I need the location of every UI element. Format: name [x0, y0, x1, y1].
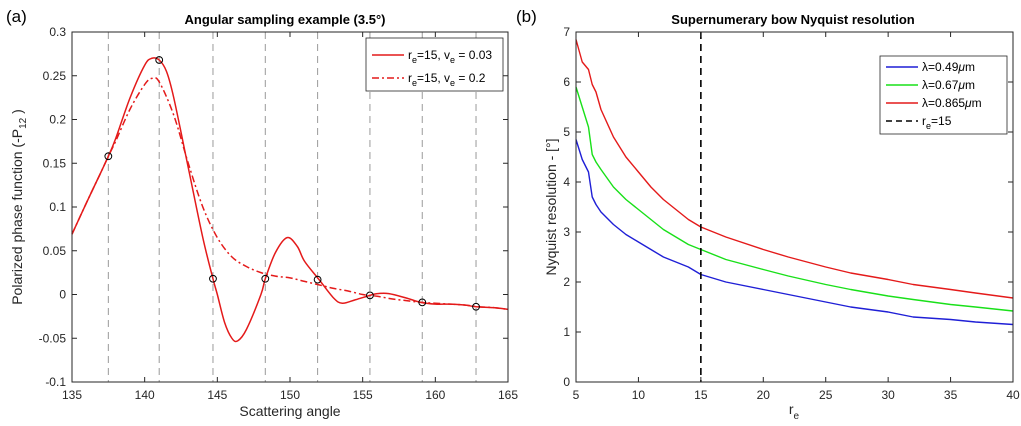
series-ve-0.03-line [71, 57, 509, 343]
panel-b-legend: λ=0.49μm λ=0.67μm λ=0.865μm re=15 [879, 55, 1008, 135]
panel-a-sampling-lines [107, 32, 477, 382]
panel-a-y-tick-label: -0.1 [45, 375, 66, 389]
panel-a-x-axis-label: Scattering angle [239, 403, 340, 419]
panel-b-x-tick-label: 10 [632, 388, 646, 402]
panel-b-y-tick-label: 7 [563, 25, 570, 39]
panel-a-x-tick-label: 150 [280, 388, 300, 402]
sample-point-marker [104, 152, 113, 161]
panel-b-x-tick-label: 40 [1006, 388, 1020, 402]
panel-a-x-tick-label: 165 [498, 388, 518, 402]
legend-label-0.865: λ=0.865μm [922, 96, 982, 110]
panel-a-y-axis-label-end: ) [9, 109, 25, 118]
panel-b: (b) Supernumerary bow Nyquist resolution… [516, 7, 1020, 422]
panel-b-series [575, 39, 1014, 326]
panel-b-x-axis-label: re [789, 401, 800, 422]
panel-b-x-tick-label: 35 [944, 388, 958, 402]
panel-a-markers [104, 56, 480, 311]
series-0.67um-line [575, 86, 1014, 312]
panel-a-legend: re=15, ve = 0.03 re=15, ve = 0.2 [365, 37, 504, 92]
legend-label-ve-0.2: re=15, ve = 0.2 [408, 71, 486, 88]
panel-a-series [71, 57, 509, 343]
panel-a-y-tick-label: 0.15 [43, 156, 67, 170]
panel-a-y-tick-label: 0.2 [49, 113, 66, 127]
panel-b-x-tick-label: 15 [694, 388, 708, 402]
sample-point-marker [366, 291, 374, 300]
sample-point-marker [418, 298, 427, 307]
sample-point-marker [472, 302, 480, 311]
panel-b-y-tick-label: 4 [563, 175, 570, 189]
panel-a: (a) Angular sampling example (3.5°) 135 1… [6, 7, 518, 419]
panel-b-y-tick-label: 1 [563, 325, 570, 339]
panel-a-x-tick-label: 160 [425, 388, 445, 402]
panel-a-y-ticks: -0.1 -0.05 0 0.05 0.1 0.15 0.2 0.25 0.3 [39, 25, 508, 389]
panel-a-x-tick-label: 140 [135, 388, 155, 402]
sample-point-marker [261, 274, 270, 283]
panel-a-x-tick-label: 135 [62, 388, 82, 402]
panel-b-x-tick-label: 30 [881, 388, 895, 402]
legend-label-0.67: λ=0.67μm [922, 78, 975, 92]
panel-a-y-axis-label-main: Polarized phase function (-P [9, 129, 25, 305]
sample-point-marker [209, 274, 217, 283]
panel-b-x-ticks: 5 10 15 20 25 30 35 40 [573, 32, 1020, 402]
panel-a-y-tick-label: 0.05 [43, 244, 67, 258]
panel-b-x-tick-label: 5 [573, 388, 580, 402]
panel-b-y-tick-label: 0 [563, 375, 570, 389]
panel-b-y-tick-label: 5 [563, 125, 570, 139]
panel-a-y-axis-label: Polarized phase function (-P12 ) [9, 109, 29, 305]
panel-b-title: Supernumerary bow Nyquist resolution [671, 12, 914, 27]
panel-b-y-tick-label: 6 [563, 75, 570, 89]
panel-a-legend-box [365, 37, 504, 92]
panel-a-x-tick-label: 145 [207, 388, 227, 402]
panel-a-title: Angular sampling example (3.5°) [185, 12, 386, 27]
panel-b-x-tick-label: 25 [819, 388, 833, 402]
legend-label-0.49: λ=0.49μm [922, 60, 975, 74]
legend-label-ve-0.03: re=15, ve = 0.03 [408, 48, 492, 65]
panel-a-label: (a) [6, 7, 27, 26]
panel-b-y-tick-label: 2 [563, 275, 570, 289]
panel-b-y-tick-label: 3 [563, 225, 570, 239]
panel-b-x-tick-label: 20 [757, 388, 771, 402]
panel-a-y-tick-label: 0.3 [49, 25, 66, 39]
panel-a-x-tick-label: 155 [353, 388, 373, 402]
panel-a-x-ticks: 135 140 145 150 155 160 165 [62, 32, 518, 402]
panel-a-y-tick-label: 0.25 [43, 69, 67, 83]
panel-a-y-tick-label: 0.1 [49, 200, 66, 214]
panel-b-label: (b) [516, 7, 537, 26]
panel-b-y-ticks: 0 1 2 3 4 5 6 7 [563, 25, 1013, 389]
series-0.49um-line [575, 139, 1014, 326]
panel-b-axes-box [575, 31, 1014, 383]
sample-point-marker [313, 275, 322, 284]
panel-b-y-axis-label: Nyquist resolution - [°] [543, 138, 559, 275]
sample-point-marker [155, 56, 164, 64]
panel-a-y-axis-label-sub: 12 [18, 117, 29, 129]
panel-a-y-tick-label: -0.05 [39, 331, 67, 345]
legend-label-re15: re=15 [922, 114, 952, 131]
series-ve-0.2-line [71, 76, 509, 311]
panel-a-y-tick-label: 0 [59, 288, 66, 302]
series-0.865um-line [575, 39, 1014, 299]
